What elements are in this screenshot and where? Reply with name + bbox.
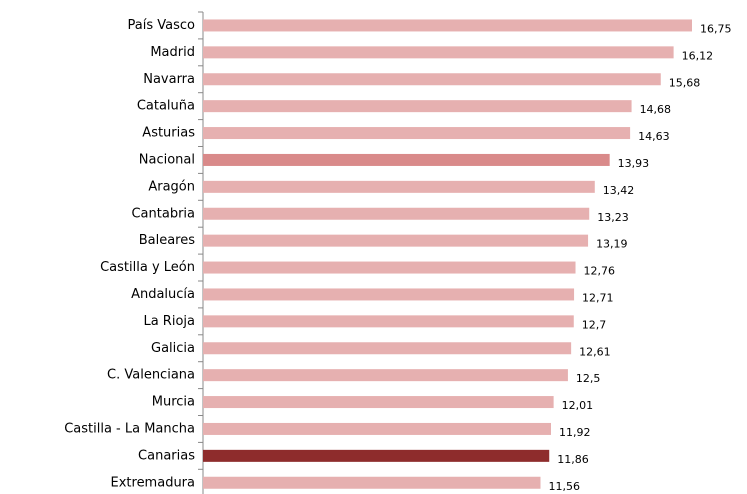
value-label: 14,68 — [640, 103, 672, 116]
category-label: C. Valenciana — [107, 368, 195, 383]
category-label: Galicia — [151, 341, 195, 356]
value-label: 13,42 — [603, 184, 635, 197]
value-label: 12,7 — [582, 318, 607, 331]
bar — [203, 73, 661, 86]
category-label: Andalucía — [131, 287, 195, 302]
category-label: Aragón — [148, 179, 195, 194]
category-label: Asturias — [142, 126, 195, 141]
value-label: 12,01 — [562, 399, 594, 412]
value-label: 13,23 — [597, 211, 629, 224]
category-label: Extremadura — [111, 475, 196, 490]
value-label: 11,86 — [557, 453, 589, 466]
bar — [203, 422, 551, 435]
category-label: Castilla - La Mancha — [64, 421, 195, 436]
bar — [203, 476, 541, 489]
value-label: 12,61 — [579, 345, 611, 358]
category-label: Nacional — [139, 152, 195, 167]
bar — [203, 46, 674, 59]
bar — [203, 234, 589, 247]
value-label: 16,12 — [682, 49, 714, 62]
category-label: Murcia — [152, 395, 195, 410]
value-label: 11,92 — [559, 426, 591, 439]
value-label: 16,75 — [700, 22, 732, 35]
category-label: País Vasco — [128, 18, 196, 33]
bar — [203, 261, 576, 274]
category-label: La Rioja — [143, 314, 195, 329]
category-label: Cataluña — [137, 99, 195, 114]
bar — [203, 369, 568, 382]
bar — [203, 207, 590, 220]
bar — [203, 180, 595, 193]
value-label: 15,68 — [669, 76, 701, 89]
category-label: Castilla y León — [100, 260, 195, 275]
bar — [203, 19, 692, 32]
value-label: 11,56 — [548, 480, 580, 493]
bar — [203, 288, 575, 301]
value-label: 14,63 — [638, 130, 670, 143]
category-label: Madrid — [150, 45, 195, 60]
category-label: Baleares — [139, 233, 196, 248]
bar — [203, 342, 572, 355]
value-label: 12,71 — [582, 291, 614, 304]
category-label: Cantabria — [131, 206, 195, 221]
category-label: Canarias — [138, 448, 195, 463]
value-label: 13,93 — [618, 157, 650, 170]
bar — [203, 449, 550, 462]
bar — [203, 153, 610, 166]
bar — [203, 396, 554, 409]
bar — [203, 127, 631, 140]
bar — [203, 100, 632, 113]
value-label: 12,76 — [584, 265, 616, 278]
value-label: 13,19 — [596, 238, 628, 251]
value-label: 12,5 — [576, 372, 601, 385]
category-label: Navarra — [143, 72, 195, 87]
bar — [203, 315, 574, 328]
